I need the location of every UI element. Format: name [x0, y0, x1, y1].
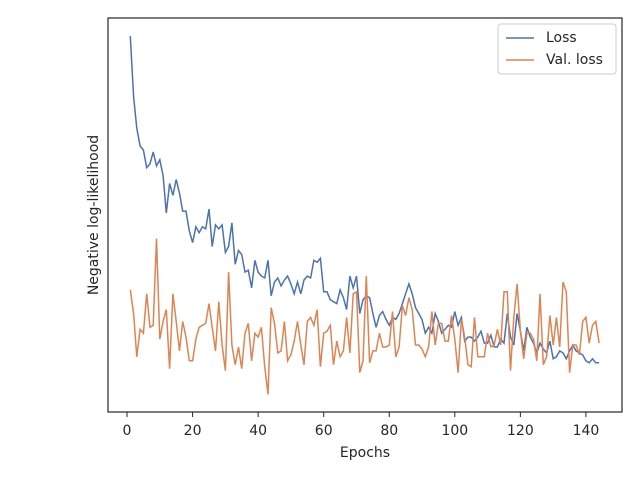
x-tick-label: 120: [507, 423, 534, 439]
x-tick-label: 140: [573, 423, 600, 439]
x-tick-label: 60: [315, 423, 333, 439]
y-axis-label: Negative log-likelihood: [86, 135, 102, 295]
x-tick-label: 20: [184, 423, 202, 439]
x-tick-label: 40: [249, 423, 267, 439]
series-line: [129, 238, 600, 395]
x-axis-label: Epochs: [340, 445, 390, 461]
x-tick-label: 0: [123, 423, 132, 439]
x-tick-label: 80: [380, 423, 398, 439]
legend-label: Loss: [546, 30, 577, 46]
plot-frame: [107, 17, 623, 413]
legend-label: Val. loss: [546, 52, 603, 68]
x-tick-label: 100: [441, 423, 468, 439]
legend-box: [497, 23, 617, 75]
